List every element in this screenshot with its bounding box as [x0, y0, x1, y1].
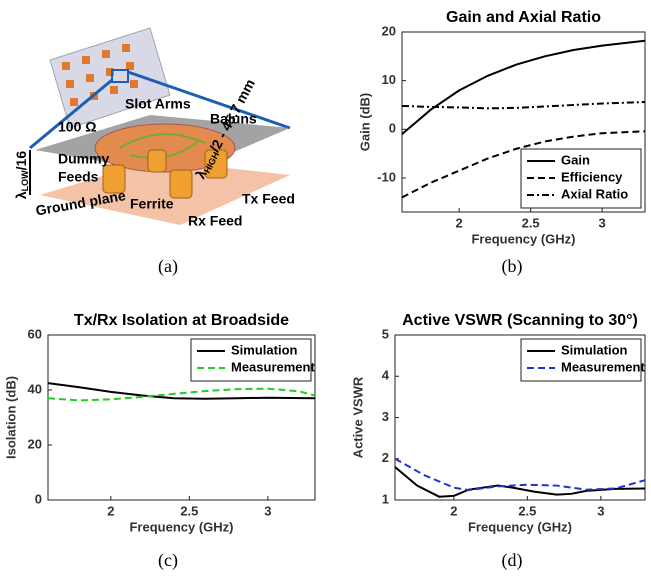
- label: λLOW/16: [13, 151, 31, 199]
- y-tick-label: 5: [382, 326, 389, 341]
- label: Dummy: [58, 151, 110, 167]
- y-tick-label: 0: [389, 121, 396, 136]
- x-tick-label: 2: [107, 503, 114, 518]
- caption: (a): [158, 256, 178, 277]
- y-axis-label: Active VSWR: [350, 376, 365, 458]
- label: Ferrite: [130, 196, 174, 212]
- legend-label: Efficiency: [561, 169, 623, 184]
- x-tick-label: 2.5: [180, 503, 198, 518]
- label: Feeds: [58, 169, 99, 185]
- x-axis-label: Frequency (GHz): [471, 231, 575, 246]
- x-tick-label: 3: [599, 215, 606, 230]
- x-axis-label: Frequency (GHz): [129, 519, 233, 534]
- y-tick-label: 4: [382, 368, 390, 383]
- x-tick-label: 2.5: [522, 215, 540, 230]
- y-tick-label: -10: [377, 169, 396, 184]
- legend-label: Measurement: [231, 359, 315, 374]
- caption: (b): [502, 256, 523, 277]
- label: Rx Feed: [188, 213, 242, 229]
- x-tick-label: 2: [450, 503, 457, 518]
- y-tick-label: 40: [28, 381, 42, 396]
- y-tick-label: 60: [28, 326, 42, 341]
- x-tick-label: 3: [597, 503, 604, 518]
- figure: Slot Arms Baluns 100 Ω Dummy Feeds Tx Fe…: [0, 0, 651, 576]
- label-part: λ: [13, 191, 29, 199]
- chart-title: Gain and Axial Ratio: [446, 9, 601, 26]
- y-axis-label: Isolation (dB): [3, 376, 18, 459]
- legend-label: Axial Ratio: [561, 186, 628, 201]
- legend-label: Measurement: [561, 359, 645, 374]
- x-tick-label: 2: [456, 215, 463, 230]
- label: 100 Ω: [58, 119, 96, 135]
- y-tick-label: 10: [382, 72, 396, 87]
- illustration: Slot Arms Baluns 100 Ω Dummy Feeds Tx Fe…: [13, 28, 295, 229]
- label-sub: LOW: [20, 170, 30, 191]
- label: Slot Arms: [125, 96, 191, 112]
- y-axis-label: Gain (dB): [357, 93, 372, 152]
- legend-label: Simulation: [561, 342, 628, 357]
- legend-label: Simulation: [231, 342, 298, 357]
- chart-title: Active VSWR (Scanning to 30°): [402, 312, 638, 329]
- y-tick-label: 2: [382, 450, 389, 465]
- caption: (c): [158, 550, 178, 571]
- y-tick-label: 20: [28, 436, 42, 451]
- y-tick-label: 0: [35, 491, 42, 506]
- y-tick-label: 3: [382, 409, 389, 424]
- chart-title: Tx/Rx Isolation at Broadside: [74, 312, 289, 329]
- label-part: /16: [13, 151, 29, 171]
- y-tick-label: 1: [382, 491, 389, 506]
- x-tick-label: 3: [264, 503, 271, 518]
- legend-label: Gain: [561, 152, 590, 167]
- array-panel: [50, 28, 170, 128]
- y-tick-label: 20: [382, 23, 396, 38]
- caption: (d): [502, 550, 523, 571]
- x-tick-label: 2.5: [518, 503, 536, 518]
- x-axis-label: Frequency (GHz): [468, 519, 572, 534]
- label: Tx Feed: [242, 191, 295, 207]
